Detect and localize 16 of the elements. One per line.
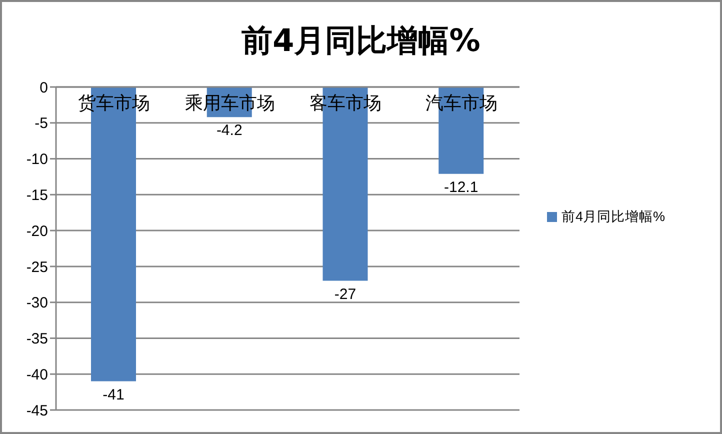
y-tick-label: -15 — [26, 186, 48, 204]
legend-label: 前4月同比增幅% — [561, 209, 665, 224]
y-tick-label: -20 — [26, 222, 48, 240]
y-tick-label: -25 — [26, 258, 48, 276]
data-label: -27 — [334, 286, 356, 303]
y-tick-label: 0 — [40, 79, 48, 96]
data-label: -12.1 — [444, 178, 478, 196]
y-tick-label: -5 — [34, 115, 48, 132]
y-tick-label: -35 — [26, 330, 48, 348]
y-tick-label: -40 — [26, 366, 48, 384]
chart-title: 前4月同比增幅% — [240, 22, 482, 61]
y-tick-label: -30 — [26, 294, 48, 312]
y-tick-label: -45 — [26, 402, 48, 420]
data-label: -4.2 — [216, 122, 242, 140]
data-label: -41 — [102, 386, 124, 404]
y-tick-label: -10 — [26, 151, 48, 168]
